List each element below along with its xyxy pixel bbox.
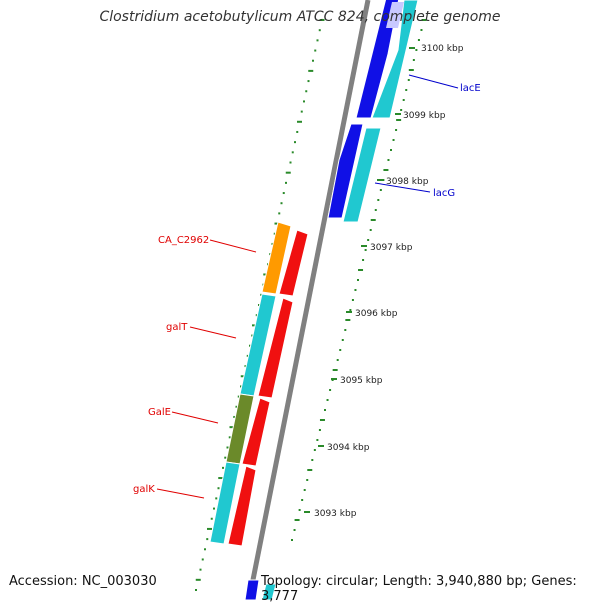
gene-label-galK[interactable]: galK [133, 484, 155, 495]
gene-label-galT[interactable]: galT [166, 322, 188, 333]
gene-arrow-blue[interactable] [327, 123, 364, 219]
gene-arrow-cyan[interactable] [342, 127, 382, 223]
gene-label-GalE[interactable]: GalE [148, 407, 171, 418]
gene-arrow-red[interactable] [278, 229, 309, 297]
gene-arrow-red[interactable] [227, 465, 257, 547]
accession-text: Accession: NC_003030 [9, 574, 157, 589]
ruler-label: 3100 kbp [421, 44, 464, 54]
gene-arrow-lavender[interactable] [386, 2, 404, 28]
ruler-label: 3098 kbp [386, 177, 429, 187]
map-title: Clostridium acetobutylicum ATCC 824, com… [99, 9, 501, 25]
gene-arrow-cyan[interactable] [209, 461, 241, 545]
ruler-label: 3096 kbp [355, 309, 398, 319]
gene-arrow-cyan[interactable] [261, 583, 277, 600]
ruler-label: 3095 kbp [340, 376, 383, 386]
gene-arrow-blue[interactable] [244, 579, 260, 600]
ruler: 3100 kbp 3099 kbp 3098 kbp 3097 kbp 3096… [304, 44, 464, 519]
gene-arrow-cyan[interactable] [371, 0, 419, 119]
gene-arrow-blue[interactable] [355, 0, 400, 119]
gene-arrow-red[interactable] [241, 397, 271, 467]
genome-backbone [246, 0, 371, 600]
ruler-label: 3097 kbp [370, 243, 413, 253]
ruler-label: 3094 kbp [327, 443, 370, 453]
gene-arrow-red[interactable] [257, 297, 294, 399]
ruler-label: 3099 kbp [403, 111, 446, 121]
gene-label-lacE[interactable]: lacE [460, 83, 481, 94]
gene-label-lacG[interactable]: lacG [433, 188, 455, 199]
gene-arrow-orange[interactable] [261, 221, 292, 295]
gene-track [209, 0, 419, 600]
gene-labels: lacE lacG CA_C2962 galT GalE galK [133, 74, 481, 499]
gene-label-CA_C2962[interactable]: CA_C2962 [158, 235, 209, 246]
ruler-label: 3093 kbp [314, 509, 357, 519]
